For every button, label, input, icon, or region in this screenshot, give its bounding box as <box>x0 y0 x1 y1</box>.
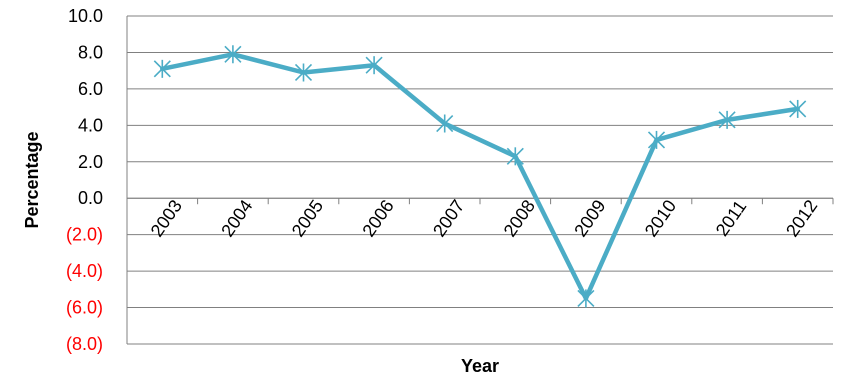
series-line <box>160 52 800 301</box>
y-tick-label: 4.0 <box>78 115 103 135</box>
y-tick-label: 8.0 <box>78 42 103 62</box>
y-tick-label: (6.0) <box>66 298 103 318</box>
y-tick-label: (2.0) <box>66 225 103 245</box>
x-tick-label: 2011 <box>712 197 751 240</box>
data-point-marker <box>647 130 666 149</box>
x-tick-label: 2006 <box>358 196 397 240</box>
data-point-marker <box>718 110 736 129</box>
x-tick-label: 2009 <box>570 196 609 240</box>
data-point-marker <box>506 147 524 166</box>
data-series <box>153 45 807 308</box>
y-tick-label: 2.0 <box>78 152 103 172</box>
y-tick-label: 10.0 <box>68 6 103 26</box>
y-tick-label: 6.0 <box>78 79 103 99</box>
x-axis-title: Year <box>461 356 499 376</box>
x-tick-label: 2003 <box>147 196 186 240</box>
data-point-marker <box>294 63 313 82</box>
y-axis-title: Percentage <box>22 131 42 228</box>
y-tick-label: (4.0) <box>66 261 103 281</box>
y-tick-label: 0.0 <box>78 188 103 208</box>
data-point-marker <box>577 289 595 308</box>
x-tick-label: 2008 <box>500 196 539 240</box>
y-tick-label: (8.0) <box>66 334 103 354</box>
data-point-marker <box>789 99 807 118</box>
data-point-marker <box>224 45 242 64</box>
x-tick-label: 2007 <box>429 196 468 240</box>
x-tick-label: 2012 <box>782 196 821 240</box>
data-point-marker <box>365 56 383 75</box>
x-tick-label: 2005 <box>288 196 327 240</box>
y-axis-tick-labels: 10.0 8.0 6.0 4.0 2.0 0.0 (2.0) (4.0) (6.0) (8.0) <box>66 6 103 354</box>
x-axis-tick-labels: 2003 2004 2005 2006 2007 2008 2009 2010 2011 2012 <box>147 196 822 240</box>
data-point-marker <box>436 114 454 133</box>
x-tick-label: 2004 <box>217 196 256 240</box>
data-point-marker <box>153 59 171 78</box>
gridlines <box>127 15 833 345</box>
x-tick-label: 2010 <box>641 196 680 240</box>
x-axis-tick-marks <box>126 198 834 205</box>
